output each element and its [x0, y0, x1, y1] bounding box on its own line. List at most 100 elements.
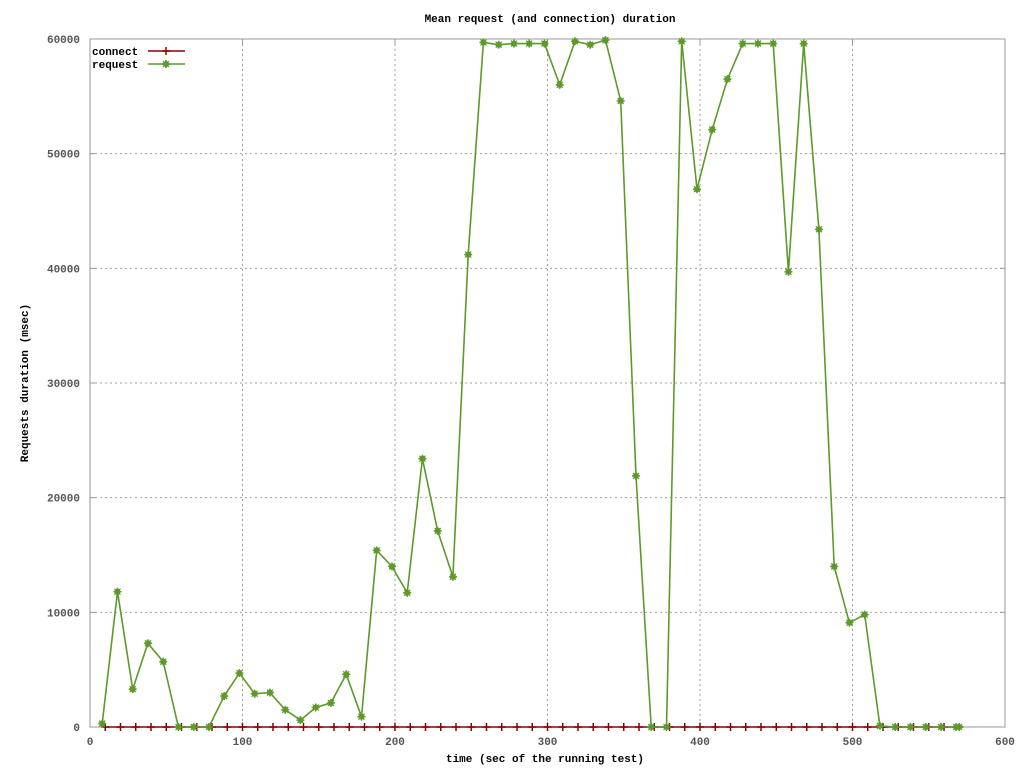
connect-point — [528, 723, 537, 731]
request-point — [525, 39, 534, 48]
request-point — [372, 546, 381, 555]
request-point — [555, 80, 564, 89]
legend-item-request: request — [92, 60, 185, 72]
y-tick-label: 0 — [73, 723, 80, 735]
request-point — [464, 250, 473, 259]
request-point — [860, 610, 869, 619]
x-tick-label: 100 — [233, 737, 253, 749]
connect-point — [162, 723, 171, 731]
request-point — [342, 670, 351, 679]
x-tick-label: 300 — [538, 737, 558, 749]
connect-point — [863, 723, 872, 731]
y-tick-label: 60000 — [47, 35, 80, 47]
request-point — [311, 703, 320, 712]
chart-title: Mean request (and connection) duration — [425, 14, 676, 26]
request-point — [98, 719, 107, 728]
legend-marker — [162, 47, 170, 55]
connect-point — [406, 723, 415, 731]
connect-point — [147, 723, 155, 731]
request-point — [418, 454, 427, 463]
connect-point — [680, 723, 689, 731]
connect-point — [452, 723, 460, 731]
connect-point — [574, 723, 582, 731]
connect-point — [314, 723, 323, 731]
request-point — [570, 37, 579, 46]
connect-point — [589, 723, 598, 731]
connect-point — [833, 723, 842, 731]
request-point — [509, 39, 518, 48]
connect-point — [284, 723, 293, 731]
y-tick-label: 20000 — [47, 494, 80, 506]
x-tick-label: 500 — [843, 737, 863, 749]
y-tick-label: 30000 — [47, 379, 80, 391]
request-point — [906, 723, 915, 731]
request-point — [891, 723, 900, 731]
request-point — [753, 39, 762, 48]
x-tick-label: 200 — [385, 737, 405, 749]
request-point — [601, 36, 610, 45]
request-point — [616, 96, 625, 105]
request-point — [189, 723, 198, 731]
legend-label: connect — [92, 47, 138, 59]
connect-point — [375, 723, 384, 731]
request-point — [814, 225, 823, 234]
request-point — [494, 40, 503, 49]
connect-point — [360, 723, 369, 731]
request-point — [204, 723, 213, 731]
request-point — [662, 723, 671, 731]
request-point — [921, 723, 930, 731]
request-point — [159, 657, 168, 666]
request-point — [586, 40, 595, 49]
request-point — [357, 712, 366, 721]
request-point — [769, 39, 778, 48]
axis-ticks: 0 100 200 300 400 500 600 0 10000 20000 30000 40000… — [47, 35, 1015, 749]
request-point — [830, 562, 839, 571]
y-axis-label: Requests duration (msec) — [20, 304, 32, 462]
request-point — [799, 39, 808, 48]
connect-point — [421, 723, 430, 731]
connect-point — [131, 723, 140, 731]
connect-point — [741, 723, 750, 731]
connect-point — [558, 723, 567, 731]
request-point — [281, 705, 290, 714]
connect-point — [253, 723, 262, 731]
request-point — [143, 639, 152, 648]
connect-point — [711, 723, 720, 731]
connect-point — [757, 723, 765, 731]
request-point — [113, 587, 122, 596]
request-point — [128, 685, 137, 694]
connect-point — [772, 723, 781, 731]
request-point — [677, 37, 686, 46]
request-point — [296, 716, 305, 725]
legend-marker — [162, 60, 170, 68]
request-point — [220, 692, 229, 701]
y-tick-label: 50000 — [47, 150, 80, 162]
request-point — [250, 689, 259, 698]
connect-point — [696, 723, 704, 731]
connect-point — [635, 723, 643, 731]
request-point — [631, 471, 640, 480]
connect-point — [619, 723, 628, 731]
connect-point — [345, 723, 354, 731]
connect-point — [269, 723, 277, 731]
connect-point — [482, 723, 491, 731]
connect-point — [726, 723, 735, 731]
request-point — [326, 698, 335, 707]
request-point — [235, 669, 244, 678]
request-point — [845, 618, 854, 627]
legend-item-connect: connect — [92, 47, 185, 59]
connect-point — [604, 723, 613, 731]
request-point — [174, 723, 183, 731]
request-point — [692, 185, 701, 194]
request-point — [403, 588, 412, 597]
request-line — [101, 39, 960, 728]
request-point — [448, 572, 457, 581]
connect-point — [223, 723, 232, 731]
x-tick-label: 0 — [87, 737, 94, 749]
connect-point — [330, 723, 338, 731]
request-point — [708, 125, 717, 134]
series-request — [98, 36, 964, 731]
plot-frame — [89, 38, 1006, 728]
